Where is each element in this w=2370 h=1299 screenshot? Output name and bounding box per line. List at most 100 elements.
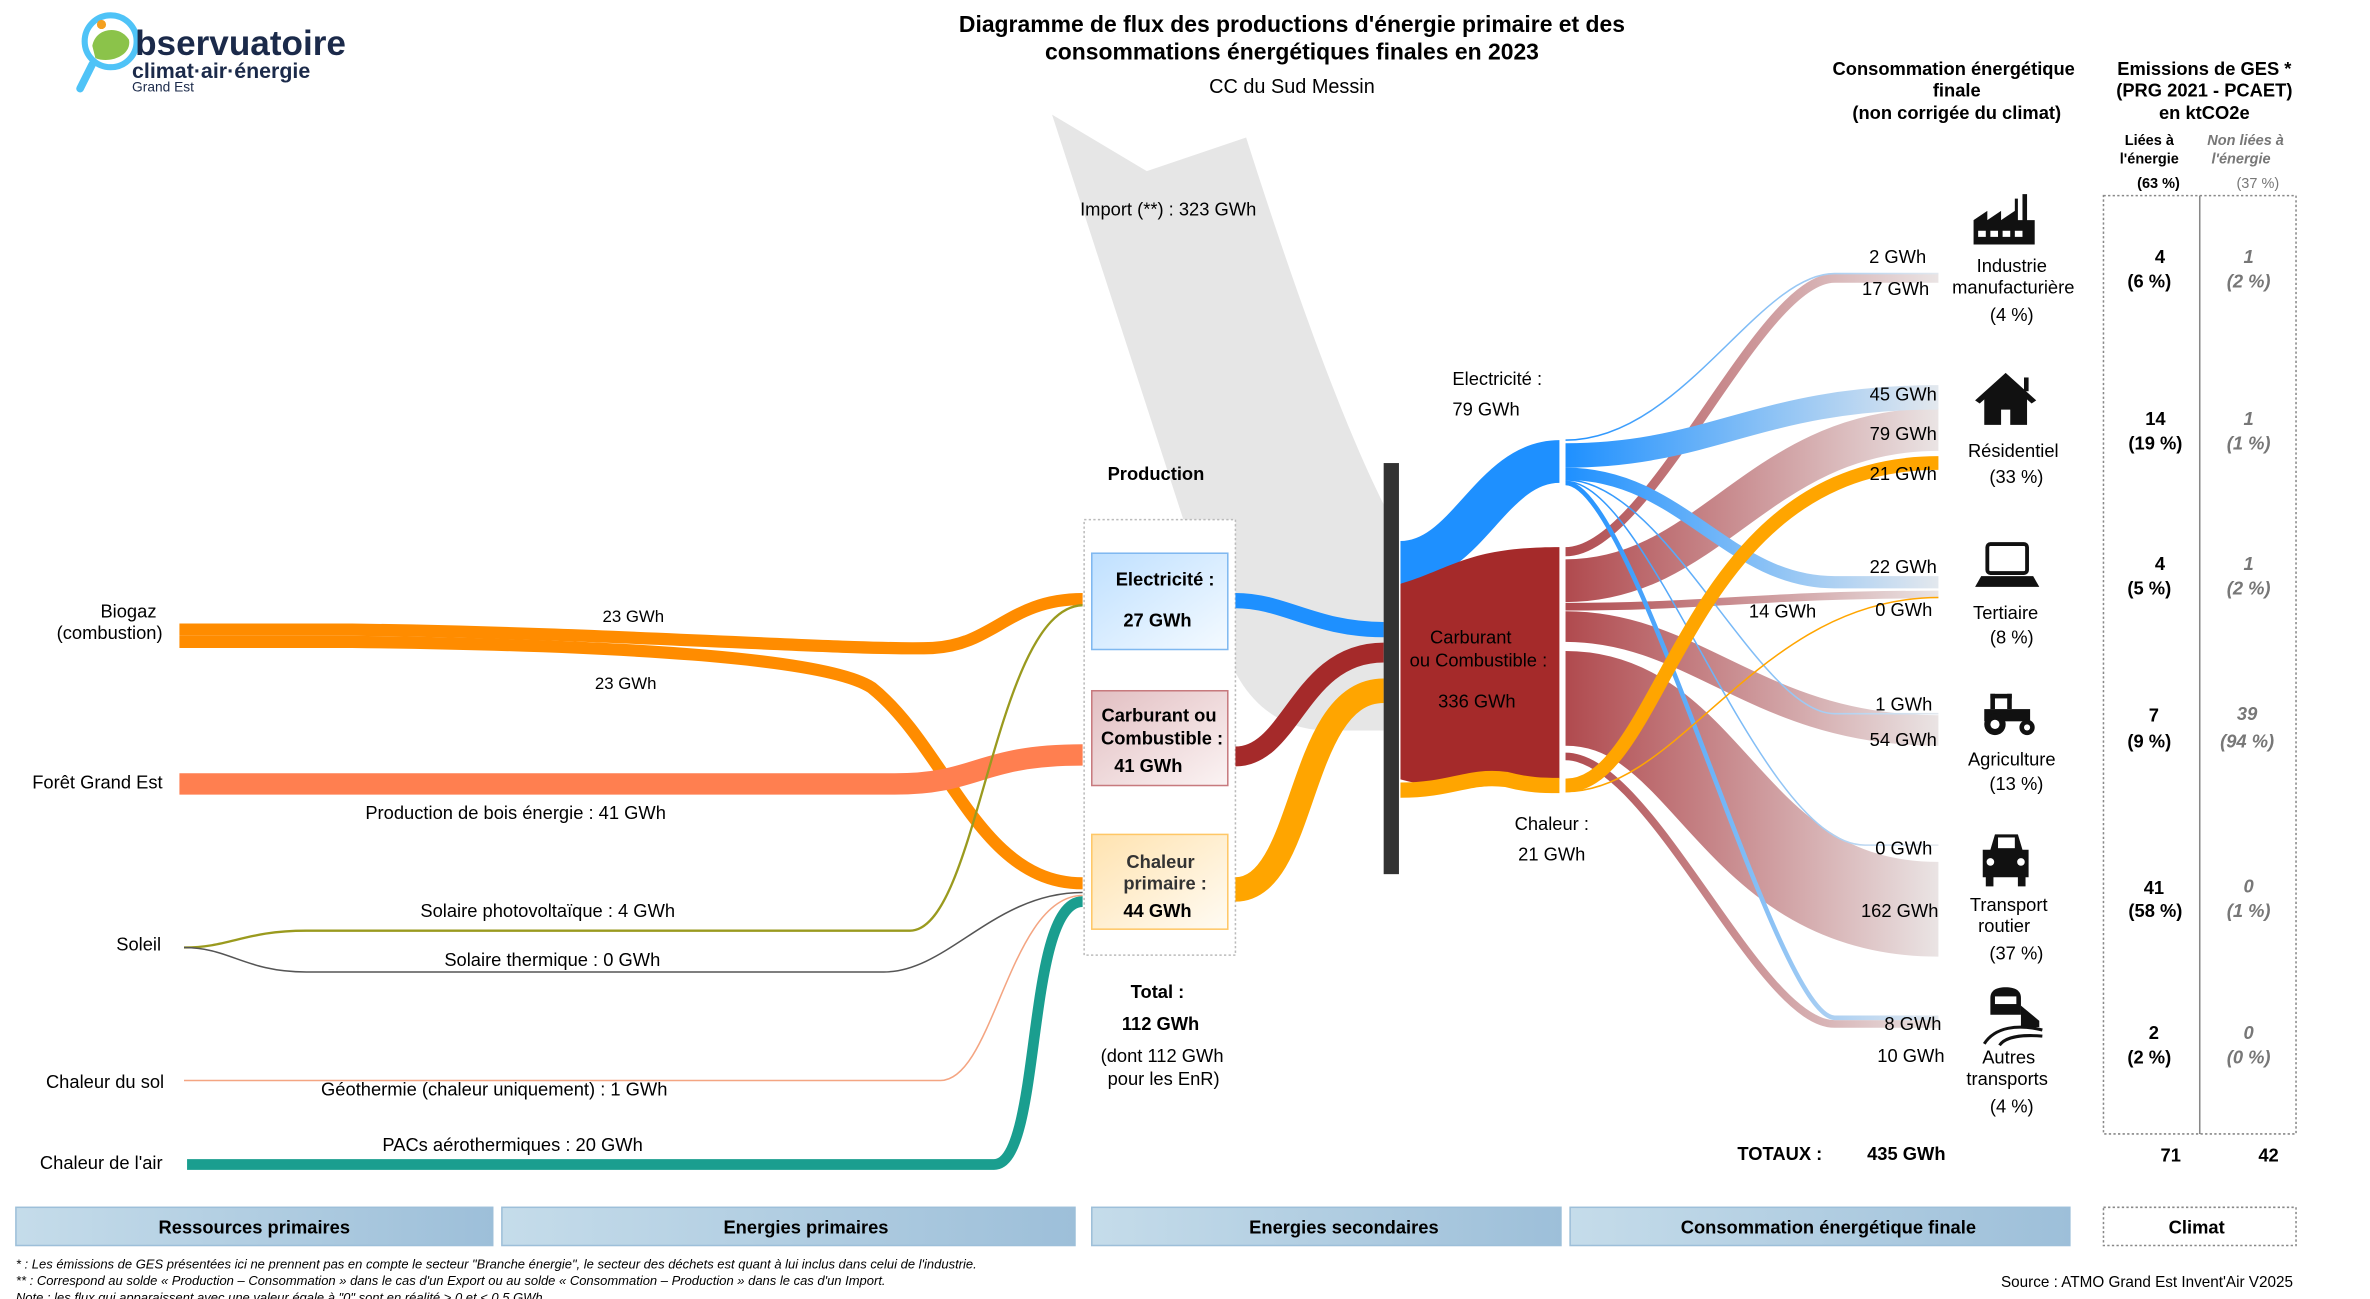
- secondary-carburant-label2: ou Combustible :: [1410, 649, 1548, 670]
- svg-text:Chaleur: Chaleur: [1126, 851, 1194, 872]
- flow-geothermie: [184, 894, 1083, 1082]
- svg-text:transports: transports: [1966, 1068, 2048, 1089]
- flow-elec-tertiaire: [1565, 467, 1939, 589]
- sector-autres-transports: Autres: [1982, 1047, 2035, 1068]
- svg-text:Ressources primaires: Ressources primaires: [159, 1216, 351, 1237]
- category-climat: Climat: [2102, 1206, 2297, 1247]
- flow-carburant-residentiel: [1564, 408, 1939, 603]
- sector-agriculture: Agriculture: [1968, 749, 2056, 770]
- svg-text:(2 %): (2 %): [2127, 1047, 2171, 1068]
- svg-text:45 GWh: 45 GWh: [1870, 383, 1937, 404]
- svg-text:routier: routier: [1978, 915, 2030, 936]
- svg-text:4: 4: [2155, 246, 2166, 267]
- flow-carburant-transport: [1563, 651, 1940, 957]
- node-carburant: [1400, 547, 1560, 788]
- secondary-carburant-label1: Carburant: [1430, 626, 1512, 647]
- flow-prod-electricite: [1235, 592, 1384, 638]
- flow-label-biogaz-elec: 23 GWh: [602, 607, 664, 626]
- emissions-header-2: (PRG 2021 - PCAET): [2116, 79, 2292, 100]
- resource-chaleur-sol: Chaleur du sol: [46, 1071, 164, 1092]
- svg-text:2: 2: [2149, 1022, 2159, 1043]
- svg-text:7: 7: [2149, 704, 2159, 725]
- svg-text:(37 %): (37 %): [1989, 943, 2043, 964]
- svg-text:Energies secondaires: Energies secondaires: [1249, 1216, 1438, 1237]
- svg-text:(4 %): (4 %): [1990, 1096, 2034, 1117]
- import-label: Import (**) : 323 GWh: [1080, 198, 1256, 219]
- svg-text:(8 %): (8 %): [1990, 626, 2034, 647]
- flow-import: [1052, 114, 1384, 731]
- category-energies-secondaires: Energies secondaires: [1091, 1206, 1562, 1247]
- flow-elec-agriculture: [1565, 479, 1939, 715]
- flow-solaire-pv: [184, 604, 1083, 949]
- total-enr-line1: (dont 112 GWh: [1101, 1045, 1224, 1066]
- category-consommation-finale: Consommation énergétique finale: [1569, 1206, 2071, 1247]
- svg-text:21 GWh: 21 GWh: [1870, 463, 1937, 484]
- svg-text:54 GWh: 54 GWh: [1870, 729, 1937, 750]
- logo-word: bservuatoire: [135, 24, 346, 63]
- svg-text:Energies primaires: Energies primaires: [723, 1216, 888, 1237]
- sector-transport-routier: Transport: [1970, 894, 2048, 915]
- flow-biogaz-chaleur: [179, 635, 1083, 890]
- train-icon: [1982, 987, 2043, 1047]
- svg-text:44 GWh: 44 GWh: [1123, 900, 1191, 921]
- flow-carburant-tertiaire: [1565, 590, 1939, 611]
- flow-label-pv: Solaire photovoltaïque : 4 GWh: [420, 900, 675, 921]
- logo: bservuatoire climat·air·énergie Grand Es…: [76, 12, 346, 95]
- resource-soleil: Soleil: [116, 934, 161, 955]
- svg-text:14 GWh: 14 GWh: [1749, 600, 1816, 621]
- svg-text:0: 0: [2244, 1022, 2255, 1043]
- secondary-electricite-label: Electricité :: [1452, 368, 1542, 389]
- secondary-electricite-value: 79 GWh: [1452, 399, 1519, 420]
- svg-text:(9 %): (9 %): [2127, 730, 2171, 751]
- sector-labels: Industrie manufacturière (4 %) Résidenti…: [1952, 255, 2074, 1117]
- svg-text:1: 1: [2244, 408, 2254, 429]
- svg-text:0 GWh: 0 GWh: [1875, 599, 1932, 620]
- svg-text:(1 %): (1 %): [2227, 900, 2271, 921]
- svg-text:Consommation énergétique final: Consommation énergétique finale: [1681, 1216, 1976, 1237]
- flow-chaleur-residentiel: [1564, 456, 1939, 793]
- consumption-header-1: Consommation énergétique: [1833, 58, 2075, 79]
- svg-text:(5 %): (5 %): [2127, 577, 2171, 598]
- flow-solaire-thermique: [184, 891, 1083, 973]
- flow-pac: [187, 896, 1084, 1170]
- flow-label-biogaz-chaleur: 23 GWh: [595, 674, 657, 693]
- flow-label-pac: PACs aérothermiques : 20 GWh: [382, 1134, 642, 1155]
- sector-industrie: Industrie: [1977, 255, 2047, 276]
- emissions-values: 4 (6 %) 1 (2 %) 14 (19 %) 1 (1 %) 4 (5 %) 1 (2…: [2127, 246, 2274, 1068]
- svg-text:41: 41: [2144, 877, 2164, 898]
- total-value: 112 GWh: [1122, 1013, 1199, 1034]
- flow-label-thermique: Solaire thermique : 0 GWh: [444, 949, 660, 970]
- production-chaleur: Chaleur primaire : 44 GWh: [1091, 833, 1229, 930]
- sector-flow-labels: 2 GWh 17 GWh 45 GWh 79 GWh 21 GWh 22 GWh…: [1749, 246, 1945, 1066]
- svg-text:41 GWh: 41 GWh: [1114, 755, 1182, 776]
- svg-text:162 GWh: 162 GWh: [1861, 900, 1938, 921]
- flow-elec-autres: [1565, 480, 1939, 1021]
- balance-bar: [1383, 463, 1399, 875]
- svg-text:(13 %): (13 %): [1989, 773, 2043, 794]
- flow-label-geothermie: Géothermie (chaleur uniquement) : 1 GWh: [321, 1079, 667, 1100]
- svg-text:27 GWh: 27 GWh: [1123, 610, 1191, 631]
- flow-bois: [179, 744, 1083, 795]
- svg-text:17 GWh: 17 GWh: [1862, 278, 1929, 299]
- car-icon: [1982, 834, 2029, 887]
- svg-text:Combustible :: Combustible :: [1101, 727, 1223, 748]
- svg-text:2 GWh: 2 GWh: [1869, 246, 1926, 267]
- svg-text:4: 4: [2155, 553, 2166, 574]
- svg-text:(19 %): (19 %): [2128, 432, 2182, 453]
- final-flows: [1563, 272, 1940, 1028]
- resource-chaleur-air: Chaleur de l'air: [40, 1152, 163, 1173]
- secondary-chaleur-value: 21 GWh: [1518, 843, 1585, 864]
- flow-elec-transport: [1565, 480, 1939, 846]
- logo-tagline: climat·air·énergie: [132, 59, 310, 83]
- svg-text:(1 %): (1 %): [2227, 432, 2271, 453]
- factory-icon: [1973, 194, 2035, 245]
- totals-ges-energy: 71: [2161, 1144, 2181, 1165]
- svg-text:l'énergie: l'énergie: [2211, 152, 2270, 168]
- node-chaleur: [1400, 770, 1560, 798]
- flow-biogaz-electricite: [179, 592, 1083, 655]
- svg-text:l'énergie: l'énergie: [2120, 152, 2179, 168]
- emissions-non-energy-header: Non liées à: [2207, 133, 2284, 149]
- title-line1: Diagramme de flux des productions d'éner…: [959, 11, 1625, 37]
- svg-text:(37 %): (37 %): [2236, 176, 2279, 192]
- svg-text:1 GWh: 1 GWh: [1875, 694, 1932, 715]
